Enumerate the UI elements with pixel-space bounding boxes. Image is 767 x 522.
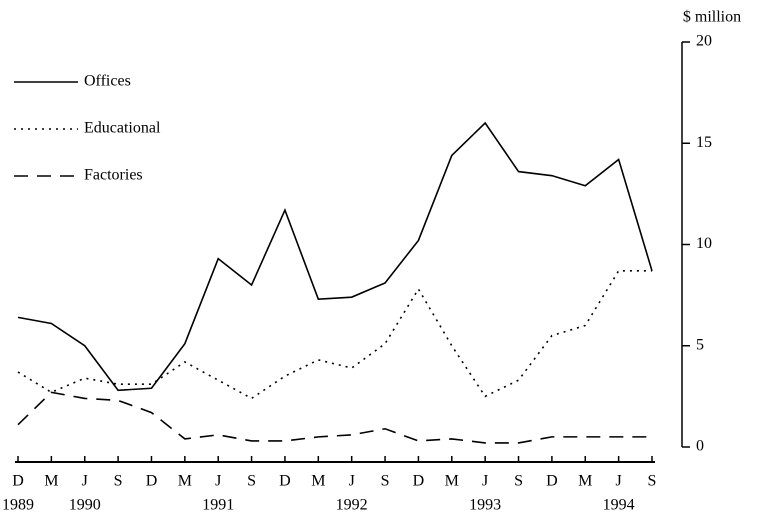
x-tick-label: S [514, 473, 523, 490]
x-tick-label: M [578, 473, 592, 490]
x-year-label: 1989 [2, 497, 34, 514]
x-tick-label: M [311, 473, 325, 490]
x-tick-label: S [648, 473, 657, 490]
x-tick-label: M [44, 473, 58, 490]
x-year-label: 1992 [336, 497, 368, 514]
x-tick-label: M [445, 473, 459, 490]
x-tick-label: D [12, 473, 24, 490]
x-year-label: 1990 [69, 497, 101, 514]
legend-label: Offices [84, 73, 131, 90]
y-tick-label: 10 [696, 235, 712, 252]
legend-label: Educational [84, 120, 161, 137]
series-line [17, 121, 653, 392]
y-axis-label: $ million [683, 9, 741, 26]
x-tick-label: J [482, 473, 488, 490]
x-tick-label: S [381, 473, 390, 490]
y-tick-label: 15 [696, 134, 712, 151]
x-tick-label: S [114, 473, 123, 490]
y-tick-label: 20 [696, 33, 712, 50]
x-year-label: 1993 [469, 497, 501, 514]
x-tick-label: S [247, 473, 256, 490]
x-tick-label: M [178, 473, 192, 490]
x-year-label: 1991 [202, 497, 234, 514]
x-tick-label: D [546, 473, 558, 490]
y-tick-label: 5 [696, 336, 704, 353]
x-tick-label: D [413, 473, 425, 490]
x-tick-label: J [349, 473, 355, 490]
x-tick-label: J [82, 473, 88, 490]
series-line [17, 391, 652, 444]
legend-label: Factories [84, 167, 143, 184]
y-tick-label: 0 [696, 438, 704, 455]
series-line [17, 270, 652, 400]
x-tick-label: J [616, 473, 622, 490]
x-year-label: 1994 [603, 497, 635, 514]
x-tick-label: J [215, 473, 221, 490]
x-tick-label: D [279, 473, 291, 490]
x-tick-label: D [146, 473, 158, 490]
